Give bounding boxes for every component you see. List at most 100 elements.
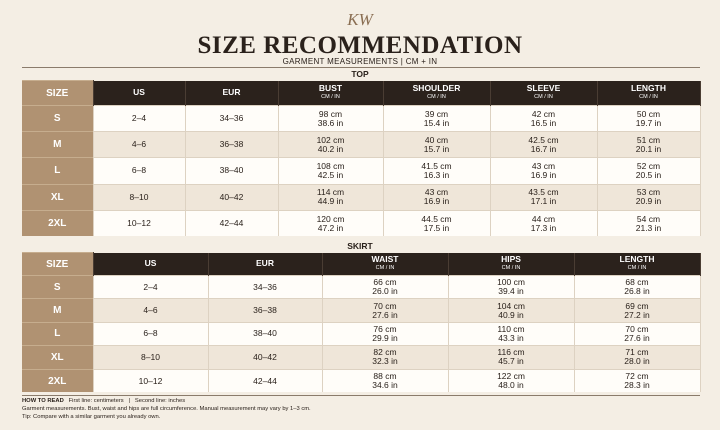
in-value: 17.1 in — [530, 196, 557, 207]
cm-value: 70 cm — [625, 323, 649, 334]
cm-value: 50 cm — [636, 108, 661, 119]
in-value: 16.5 in — [530, 117, 557, 128]
size-row: XL 8–10 40–42 114 cm 44.9 in 43 cm 16.9 in 43.5… — [22, 183, 701, 211]
column-title: WAIST — [371, 253, 399, 264]
measure-cell: 44 cm 17.3 in — [490, 209, 598, 237]
logo: KW — [347, 10, 373, 29]
cm-value: 43 cm — [531, 160, 556, 171]
in-value: 32.3 in — [372, 356, 398, 367]
column-header: US — [93, 80, 186, 106]
size-cell: M — [22, 298, 94, 323]
footer: HOW TO READ First line: centimeters | Se… — [22, 397, 702, 421]
in-value: 40.9 in — [498, 309, 524, 320]
in-value: 27.6 in — [372, 309, 398, 320]
measure-cell: 70 cm 27.6 in — [574, 321, 701, 346]
column-header: SHOULDER CM / IN — [383, 80, 491, 106]
cm-value: 42.5 cm — [528, 134, 559, 145]
footer-label: HOW TO READ — [22, 398, 64, 404]
measure-cell: 120 cm 47.2 in — [278, 209, 384, 237]
in-value: 20.9 in — [635, 196, 662, 207]
measure-cell: 100 cm 39.4 in — [448, 274, 575, 299]
column-unit: CM / IN — [375, 264, 395, 271]
header-row: SIZE US EUR WAIST CM / IN HIPS CM / IN LENGTH CM… — [22, 252, 701, 276]
us-cell: 10–12 — [93, 209, 186, 237]
in-value: 27.6 in — [624, 332, 650, 343]
cm-value: 69 cm — [625, 300, 649, 311]
measure-cell: 44.5 cm 17.5 in — [383, 209, 491, 237]
footer-note: Garment measurements. Bust, waist and hi… — [22, 406, 311, 412]
cm-value: 100 cm — [497, 277, 525, 288]
us-cell: 6–8 — [93, 321, 209, 346]
size-row: S 2–4 34–36 98 cm 38.6 in 39 cm 15.4 in 42 cm 16… — [22, 104, 701, 132]
eur-cell: 34–36 — [208, 274, 323, 299]
measure-cell: 53 cm 20.9 in — [597, 183, 701, 211]
measure-cell: 114 cm 44.9 in — [278, 183, 384, 211]
size-row: XL 8–10 40–42 82 cm 32.3 in 116 cm 45.7 in 71 c… — [22, 345, 701, 370]
cm-value: 102 cm — [316, 134, 345, 145]
measure-cell: 43 cm 16.9 in — [383, 183, 491, 211]
cm-value: 76 cm — [373, 323, 397, 334]
in-value: 16.7 in — [530, 143, 557, 154]
measure-cell: 82 cm 32.3 in — [322, 345, 449, 370]
measure-cell: 116 cm 45.7 in — [448, 345, 575, 370]
size-row: M 4–6 36–38 70 cm 27.6 in 104 cm 40.9 in 69 cm 2… — [22, 298, 701, 323]
cm-value: 72 cm — [625, 371, 649, 381]
in-value: 28.3 in — [624, 380, 650, 390]
size-cell: S — [22, 104, 94, 132]
measure-cell: 71 cm 28.0 in — [574, 345, 701, 370]
cm-value: 44.5 cm — [421, 213, 452, 224]
cm-value: 104 cm — [497, 300, 525, 311]
measure-cell: 54 cm 21.3 in — [597, 209, 701, 237]
cm-value: 43.5 cm — [528, 187, 559, 198]
cm-value: 66 cm — [373, 277, 397, 288]
in-value: 45.7 in — [498, 356, 524, 367]
column-header: BUST CM / IN — [278, 80, 384, 106]
in-value: 20.5 in — [635, 169, 662, 180]
column-title: LENGTH — [631, 82, 666, 93]
measure-cell: 98 cm 38.6 in — [278, 104, 384, 132]
column-unit: CM / IN — [534, 93, 553, 100]
column-unit: CM / IN — [321, 93, 340, 100]
eur-cell: 38–40 — [185, 157, 279, 185]
measure-cell: 42 cm 16.5 in — [490, 104, 598, 132]
eur-cell: 38–40 — [208, 321, 323, 346]
measure-cell: 41.5 cm 16.3 in — [383, 157, 491, 185]
column-header: SLEEVE CM / IN — [490, 80, 598, 106]
column-header: EUR — [185, 80, 279, 106]
column-header: LENGTH CM / IN — [597, 80, 701, 106]
measure-cell: 69 cm 27.2 in — [574, 298, 701, 323]
cm-value: 68 cm — [625, 277, 649, 288]
cm-value: 98 cm — [318, 108, 343, 119]
footer-second: Second line: inches — [134, 398, 186, 404]
measure-cell: 72 cm 28.3 in — [574, 368, 701, 393]
in-value: 26.0 in — [372, 286, 398, 297]
in-value: 26.8 in — [624, 286, 650, 297]
column-title: HIPS — [501, 253, 521, 264]
us-cell: 2–4 — [93, 104, 186, 132]
column-unit: CM / IN — [639, 93, 658, 100]
measure-cell: 42.5 cm 16.7 in — [490, 131, 598, 158]
cm-value: 120 cm — [316, 213, 345, 224]
cm-value: 122 cm — [497, 371, 525, 381]
in-value: 34.6 in — [372, 380, 398, 390]
size-row: 2XL 10–12 42–44 88 cm 34.6 in 122 cm 48.0 in 72… — [22, 368, 701, 393]
eur-cell: 36–38 — [208, 298, 323, 323]
cm-value: 43 cm — [424, 187, 449, 198]
cm-value: 54 cm — [636, 213, 661, 224]
cm-value: 51 cm — [636, 134, 661, 145]
in-value: 38.6 in — [317, 117, 344, 128]
measure-cell: 122 cm 48.0 in — [448, 368, 575, 393]
in-value: 16.3 in — [423, 169, 450, 180]
cm-value: 39 cm — [424, 108, 449, 119]
measure-cell: 66 cm 26.0 in — [322, 274, 449, 299]
size-row: L 6–8 38–40 108 cm 42.5 in 41.5 cm 16.3 in 43 c… — [22, 157, 701, 185]
measure-cell: 51 cm 20.1 in — [597, 131, 701, 158]
in-value: 48.0 in — [498, 380, 524, 390]
cm-value: 116 cm — [497, 347, 525, 358]
in-value: 27.2 in — [624, 309, 650, 320]
measure-cell: 40 cm 15.7 in — [383, 131, 491, 158]
in-value: 17.5 in — [423, 222, 450, 233]
top-table: SIZE US EUR BUST CM / IN SHOULDER CM / IN SLEEV… — [22, 80, 701, 237]
in-value: 40.2 in — [317, 143, 344, 154]
in-value: 44.9 in — [317, 196, 344, 207]
